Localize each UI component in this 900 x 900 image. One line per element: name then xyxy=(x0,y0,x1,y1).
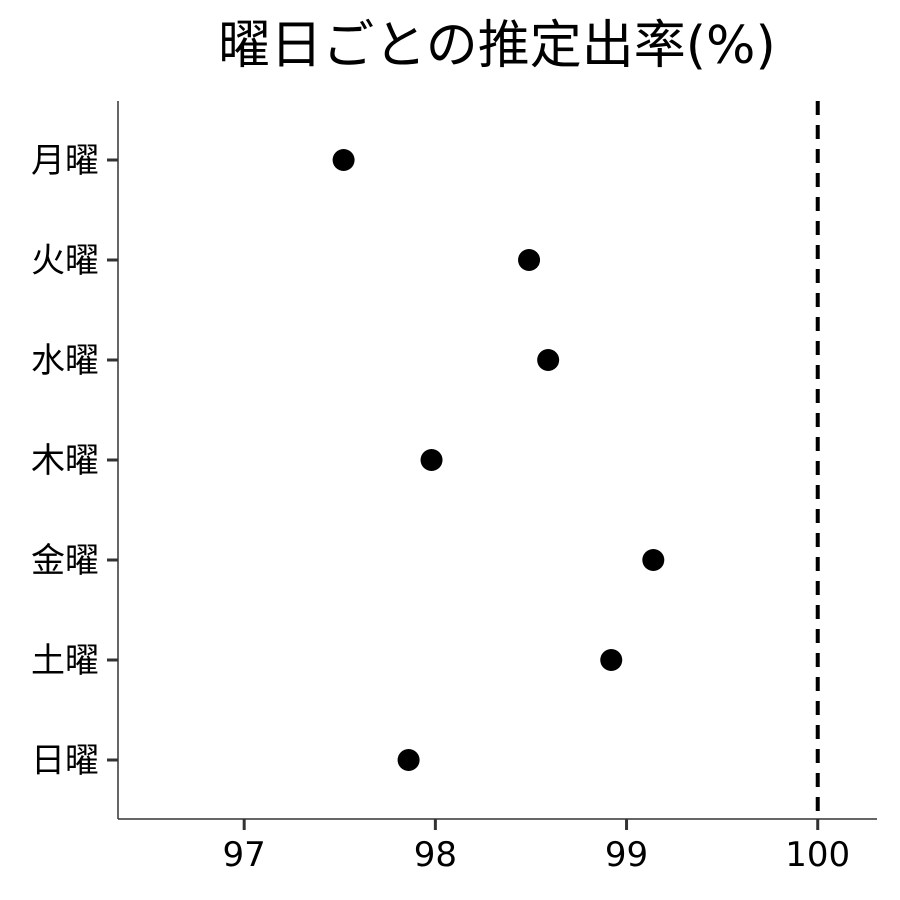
x-axis: 97 98 99 100 xyxy=(223,819,850,875)
data-point xyxy=(537,349,560,371)
x-tick-label: 97 xyxy=(223,835,266,875)
data-point xyxy=(332,149,355,171)
y-tick-label: 日曜 xyxy=(31,741,99,781)
x-tick-label: 99 xyxy=(605,835,648,875)
data-point xyxy=(600,649,623,671)
data-point xyxy=(397,749,420,771)
x-tick-label: 98 xyxy=(414,835,457,875)
y-tick-label: 土曜 xyxy=(31,641,99,681)
y-tick-label: 金曜 xyxy=(31,541,99,581)
data-points xyxy=(332,149,665,771)
chart-title: 曜日ごとの推定出率(%) xyxy=(218,16,775,76)
data-point xyxy=(518,249,541,271)
x-tick-label: 100 xyxy=(785,835,850,875)
y-tick-label: 火曜 xyxy=(31,241,99,281)
data-point xyxy=(642,549,665,571)
y-tick-label: 水曜 xyxy=(31,341,99,381)
y-tick-label: 月曜 xyxy=(31,141,99,181)
data-point xyxy=(420,449,443,471)
y-tick-label: 木曜 xyxy=(31,441,99,481)
